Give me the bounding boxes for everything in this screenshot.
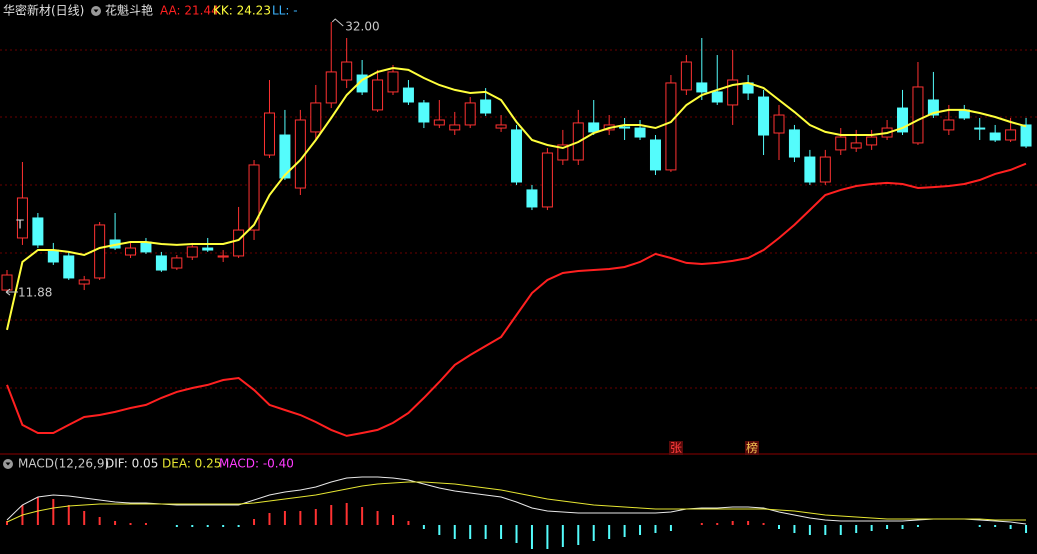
signal-marker: T	[15, 218, 24, 232]
candle-body	[773, 114, 785, 134]
candle-body	[310, 102, 322, 133]
stock-title: 华密新材(日线)	[3, 3, 84, 18]
tag-box	[669, 441, 683, 455]
candle-body	[989, 132, 1001, 141]
candle-body	[248, 164, 260, 231]
legend-entry: KK: 24.23	[213, 4, 271, 18]
candle-body	[47, 249, 59, 263]
candle-body	[819, 156, 831, 183]
candle-body	[711, 91, 723, 103]
macd-line	[6, 481, 1026, 523]
candle-body	[402, 87, 414, 103]
macd-title: MACD(12,26,9)	[18, 457, 109, 471]
candle-body	[974, 127, 986, 130]
candle-body	[804, 156, 816, 183]
candle-body	[341, 61, 353, 81]
candle-body	[788, 129, 800, 158]
indicator-title: 花魁斗艳	[105, 3, 153, 18]
candle-body	[263, 112, 275, 156]
candle-body	[588, 122, 600, 133]
candle-body	[186, 246, 198, 258]
candle-body	[912, 86, 924, 144]
annotation-label: 32.00	[345, 20, 379, 34]
candle-body	[433, 119, 445, 126]
candle-body	[1005, 129, 1017, 141]
candle-body	[325, 71, 337, 104]
candle-body	[233, 229, 245, 257]
candle-body	[850, 142, 862, 149]
candle-body	[557, 144, 569, 161]
tag-label: 榜	[746, 440, 758, 455]
candle-body	[63, 255, 75, 279]
candle-body	[758, 96, 770, 136]
tag-label: 张	[670, 441, 682, 455]
macd-line	[6, 476, 1027, 525]
candle-body	[943, 119, 955, 131]
candle-body	[418, 102, 430, 123]
candle-body	[387, 71, 399, 93]
tag-box	[745, 441, 759, 455]
legend-entry: DIF: 0.05	[105, 457, 158, 471]
candle-body	[897, 107, 909, 133]
candle-body	[279, 134, 291, 179]
candle-body	[16, 197, 28, 239]
candle-body	[125, 247, 137, 256]
candle-body	[680, 61, 692, 91]
candle-body	[449, 124, 461, 131]
annotation-arrow	[331, 18, 344, 27]
candle-body	[78, 279, 90, 285]
candle-body	[835, 136, 847, 151]
indicator-line	[6, 66, 1027, 331]
candle-body	[619, 126, 631, 129]
candle-body	[1020, 124, 1032, 147]
candle-body	[217, 255, 229, 258]
dropdown-icon[interactable]	[91, 6, 101, 16]
annotation-arrow	[5, 288, 18, 296]
candle-body	[171, 257, 183, 269]
candle-body	[927, 99, 939, 116]
candle-body	[372, 79, 384, 111]
candle-body	[649, 139, 661, 171]
candle-body	[464, 102, 476, 126]
legend-entry: MACD: -0.40	[219, 457, 294, 471]
candle-body	[155, 255, 167, 271]
annotation-label: 11.88	[18, 286, 52, 300]
candle-body	[526, 189, 538, 208]
candle-body	[140, 241, 152, 253]
candle-body	[32, 217, 44, 246]
candle-body	[727, 79, 739, 106]
legend-entry: DEA: 0.25	[162, 457, 221, 471]
candle-body	[1, 274, 13, 291]
candle-body	[202, 247, 214, 251]
indicator-line	[6, 162, 1027, 437]
legend-entry: AA: 21.44	[160, 4, 219, 18]
dropdown-icon[interactable]	[3, 459, 13, 469]
candle-body	[696, 82, 708, 93]
candle-body	[634, 127, 646, 138]
candle-body	[94, 224, 106, 279]
candle-body	[665, 82, 677, 171]
candle-body	[495, 124, 507, 129]
candle-body	[541, 152, 553, 208]
legend-entry: LL: -	[272, 4, 298, 18]
candle-body	[866, 136, 878, 146]
candle-body	[480, 99, 492, 114]
candle-body	[511, 129, 523, 183]
